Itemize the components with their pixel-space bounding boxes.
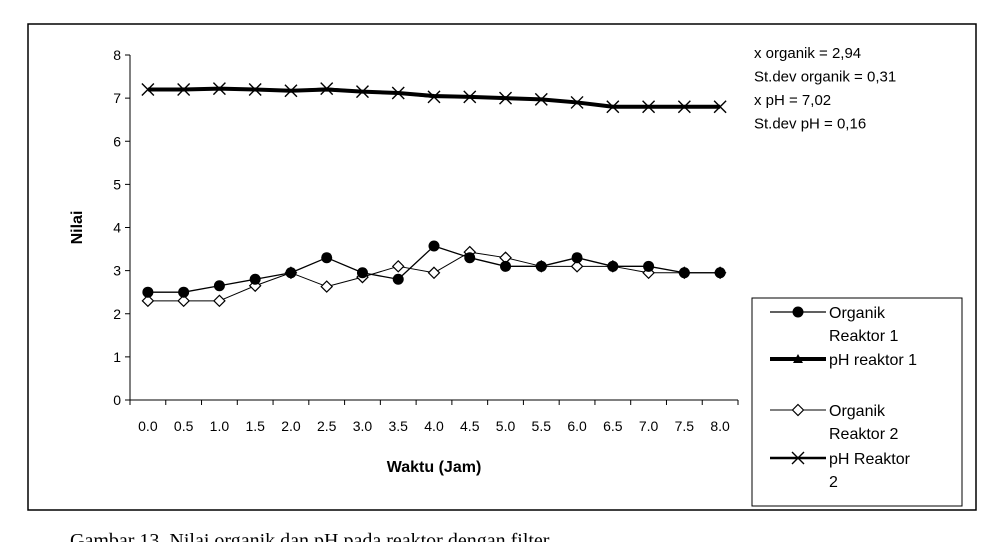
y-tick-label: 0 bbox=[113, 392, 121, 408]
marker-open-diamond bbox=[177, 294, 190, 308]
legend-item: Organik Reaktor 1 bbox=[770, 305, 898, 345]
chart-frame bbox=[27, 23, 977, 511]
marker-x-cross bbox=[642, 100, 656, 114]
y-tick-label: 3 bbox=[113, 263, 121, 279]
x-tick-label: 5.0 bbox=[496, 418, 516, 434]
marker-filled-circle bbox=[392, 273, 404, 285]
x-axis-title: Waktu (Jam) bbox=[387, 459, 482, 476]
legend-label: Organik bbox=[829, 403, 886, 420]
marker-x-cross bbox=[791, 451, 805, 465]
x-tick-label: 0.5 bbox=[174, 418, 194, 434]
y-tick-label: 5 bbox=[113, 176, 121, 192]
y-tick-label: 1 bbox=[113, 349, 121, 365]
marker-x-cross bbox=[606, 100, 620, 114]
legend-label: pH reaktor 1 bbox=[829, 352, 917, 369]
series-organik-reaktor-1 bbox=[142, 240, 726, 298]
marker-x-cross bbox=[212, 82, 226, 96]
marker-open-diamond bbox=[391, 259, 405, 273]
marker-filled-circle bbox=[571, 252, 583, 264]
marker-x-cross bbox=[677, 100, 691, 114]
marker-filled-triangle bbox=[793, 354, 803, 363]
marker-filled-circle bbox=[142, 286, 154, 298]
marker-x-cross bbox=[570, 95, 584, 109]
legend-label: Organik bbox=[829, 305, 886, 322]
x-tick-label: 0.0 bbox=[138, 418, 158, 434]
marker-filled-circle bbox=[678, 267, 690, 279]
y-tick-label: 7 bbox=[113, 90, 121, 106]
figure-caption-text: Gambar 13. Nilai organik dan pH pada rea… bbox=[70, 530, 550, 542]
legend-label: Reaktor 1 bbox=[829, 328, 898, 345]
marker-open-diamond bbox=[320, 280, 334, 293]
x-tick-label: 7.5 bbox=[675, 418, 695, 434]
y-tick-label: 2 bbox=[113, 306, 121, 322]
stats-annotation: x organik = 2,94 bbox=[754, 45, 861, 62]
marker-filled-circle bbox=[178, 286, 190, 298]
marker-x-cross bbox=[320, 82, 334, 96]
marker-x-cross bbox=[141, 83, 155, 96]
legend-item: pH reaktor 1 bbox=[770, 352, 917, 369]
series-organik-reaktor-2 bbox=[141, 245, 727, 308]
marker-filled-circle bbox=[535, 260, 547, 272]
marker-open-diamond bbox=[570, 259, 584, 273]
stats-annotation: St.dev organik = 0,31 bbox=[754, 69, 896, 86]
marker-filled-circle bbox=[213, 280, 225, 292]
x-tick-label: 3.0 bbox=[353, 418, 373, 434]
marker-filled-circle bbox=[643, 260, 655, 272]
marker-x-cross bbox=[248, 83, 262, 96]
x-tick-label: 1.5 bbox=[245, 418, 265, 434]
legend-item: pH Reaktor 2 bbox=[770, 451, 911, 491]
marker-open-diamond bbox=[427, 266, 441, 280]
marker-filled-circle bbox=[607, 260, 619, 272]
x-tick-label: 1.0 bbox=[210, 418, 230, 434]
marker-filled-circle bbox=[792, 306, 804, 318]
marker-filled-circle bbox=[500, 260, 512, 272]
marker-filled-circle bbox=[249, 273, 261, 285]
marker-open-diamond bbox=[141, 294, 155, 308]
legend-item: Organik Reaktor 2 bbox=[770, 403, 898, 443]
y-tick-label: 6 bbox=[113, 133, 121, 149]
marker-filled-circle bbox=[714, 267, 726, 279]
x-tick-label: 4.0 bbox=[424, 418, 444, 434]
x-tick-label: 8.0 bbox=[710, 418, 730, 434]
marker-x-cross bbox=[391, 86, 405, 100]
x-tick-label: 2.0 bbox=[281, 418, 301, 434]
y-tick-label: 4 bbox=[113, 220, 121, 236]
marker-filled-circle bbox=[285, 267, 297, 279]
x-tick-label: 4.5 bbox=[460, 418, 480, 434]
legend-label: 2 bbox=[829, 474, 838, 491]
x-tick-label: 7.0 bbox=[639, 418, 659, 434]
marker-x-cross bbox=[463, 90, 477, 104]
marker-filled-circle bbox=[321, 252, 333, 264]
x-tick-label: 2.5 bbox=[317, 418, 337, 434]
x-tick-label: 6.0 bbox=[567, 418, 587, 434]
legend-box bbox=[751, 297, 963, 507]
marker-filled-circle bbox=[464, 252, 476, 264]
series-ph-reaktor-2 bbox=[141, 82, 727, 114]
legend-label: pH Reaktor bbox=[829, 451, 911, 468]
legend-label: Reaktor 2 bbox=[829, 426, 898, 443]
y-tick-label: 8 bbox=[113, 47, 121, 63]
figure-caption: Gambar 13. Nilai organik dan pH pada rea… bbox=[0, 512, 988, 542]
marker-open-diamond bbox=[213, 294, 226, 308]
marker-x-cross bbox=[534, 92, 548, 106]
y-axis-title: Nilai bbox=[69, 211, 86, 245]
marker-filled-circle bbox=[428, 240, 440, 252]
x-tick-label: 6.5 bbox=[603, 418, 623, 434]
marker-x-cross bbox=[427, 90, 441, 104]
x-tick-label: 5.5 bbox=[532, 418, 552, 434]
marker-x-cross bbox=[713, 100, 727, 114]
stats-annotation: x pH = 7,02 bbox=[754, 92, 831, 109]
marker-x-cross bbox=[499, 91, 513, 105]
x-tick-label: 3.5 bbox=[389, 418, 409, 434]
marker-x-cross bbox=[177, 83, 191, 96]
marker-open-diamond bbox=[791, 403, 805, 417]
marker-filled-circle bbox=[356, 267, 368, 279]
stats-annotation: St.dev pH = 0,16 bbox=[754, 116, 866, 133]
marker-x-cross bbox=[355, 85, 369, 99]
marker-x-cross bbox=[284, 84, 298, 98]
